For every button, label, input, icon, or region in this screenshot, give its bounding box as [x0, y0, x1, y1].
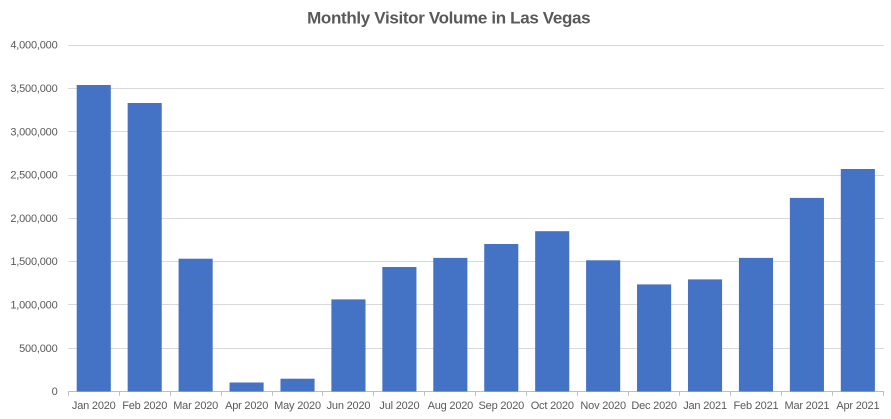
svg-text:500,000: 500,000	[19, 343, 57, 355]
svg-text:3,500,000: 3,500,000	[10, 83, 57, 95]
svg-text:2,000,000: 2,000,000	[10, 213, 57, 225]
svg-text:Mar 2021: Mar 2021	[784, 400, 829, 412]
svg-text:Feb 2020: Feb 2020	[122, 400, 167, 412]
svg-text:4,000,000: 4,000,000	[10, 40, 57, 52]
svg-text:Dec 2020: Dec 2020	[631, 400, 677, 412]
svg-text:Feb 2021: Feb 2021	[734, 400, 779, 412]
svg-text:Aug 2020: Aug 2020	[428, 400, 474, 412]
svg-text:Sep 2020: Sep 2020	[479, 400, 525, 412]
svg-text:0: 0	[52, 386, 58, 398]
svg-text:Jan 2020: Jan 2020	[72, 400, 116, 412]
svg-text:Oct 2020: Oct 2020	[531, 400, 574, 412]
svg-text:Jan 2021: Jan 2021	[683, 400, 727, 412]
svg-text:Monthly Visitor Volume in Las: Monthly Visitor Volume in Las Vegas	[307, 9, 590, 28]
svg-text:May 2020: May 2020	[274, 400, 321, 412]
svg-text:Jul 2020: Jul 2020	[379, 400, 419, 412]
svg-text:Jun 2020: Jun 2020	[327, 400, 371, 412]
svg-text:3,000,000: 3,000,000	[10, 126, 57, 138]
svg-text:Nov 2020: Nov 2020	[580, 400, 626, 412]
svg-text:Apr 2021: Apr 2021	[836, 400, 879, 412]
svg-text:1,500,000: 1,500,000	[10, 256, 57, 268]
svg-text:1,000,000: 1,000,000	[10, 299, 57, 311]
svg-text:Apr 2020: Apr 2020	[225, 400, 268, 412]
svg-text:Mar 2020: Mar 2020	[173, 400, 218, 412]
svg-text:2,500,000: 2,500,000	[10, 170, 57, 182]
